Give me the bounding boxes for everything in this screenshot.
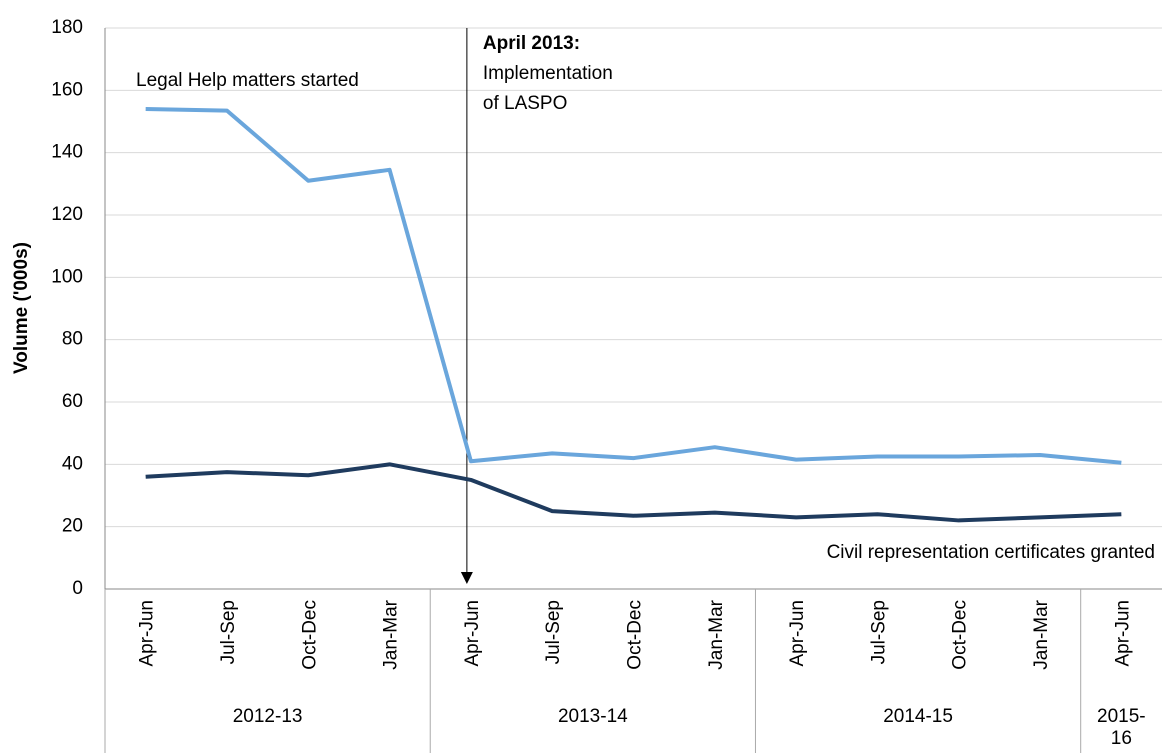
y-tick-label: 140 xyxy=(51,142,83,163)
x-tick-label: Oct-Dec xyxy=(950,600,971,670)
group-label: 2013-14 xyxy=(558,706,628,727)
y-tick-label: 100 xyxy=(51,266,83,287)
annotation-text: April 2013: xyxy=(483,33,580,54)
x-tick-label: Oct-Dec xyxy=(625,600,646,670)
annotation-arrow xyxy=(460,572,473,584)
y-tick-label: 80 xyxy=(62,329,83,350)
y-tick-label: 60 xyxy=(62,391,83,412)
series-label: Legal Help matters started xyxy=(136,70,359,91)
group-label: 2014-15 xyxy=(883,706,953,727)
annotation-text: of LASPO xyxy=(483,93,568,114)
series-label: Civil representation certificates grante… xyxy=(827,542,1155,563)
y-tick-label: 40 xyxy=(62,453,83,474)
x-tick-label: Apr-Jun xyxy=(462,600,483,667)
x-tick-label: Jul-Sep xyxy=(868,600,889,664)
x-tick-label: Jul-Sep xyxy=(543,600,564,664)
group-label: 2012-13 xyxy=(233,706,303,727)
y-axis-label: Volume ('000s) xyxy=(11,242,32,374)
x-tick-label: Apr-Jun xyxy=(1112,600,1133,667)
y-tick-label: 120 xyxy=(51,204,83,225)
series-line xyxy=(145,107,1122,465)
group-label: 16 xyxy=(1111,728,1132,749)
x-tick-label: Jan-Mar xyxy=(381,599,402,669)
x-tick-label: Jan-Mar xyxy=(706,599,727,669)
x-tick-label: Apr-Jun xyxy=(787,600,808,667)
y-tick-label: 0 xyxy=(72,578,83,599)
x-tick-label: Oct-Dec xyxy=(299,600,320,670)
y-tick-label: 160 xyxy=(51,79,83,100)
y-tick-label: 20 xyxy=(62,516,83,537)
x-tick-label: Jul-Sep xyxy=(218,600,239,664)
x-tick-label: Apr-Jun xyxy=(137,600,158,667)
series-line xyxy=(145,462,1122,523)
group-label: 2015- xyxy=(1097,706,1146,727)
annotation-text: Implementation xyxy=(483,63,613,84)
x-tick-label: Jan-Mar xyxy=(1031,599,1052,669)
y-tick-label: 180 xyxy=(51,17,83,38)
